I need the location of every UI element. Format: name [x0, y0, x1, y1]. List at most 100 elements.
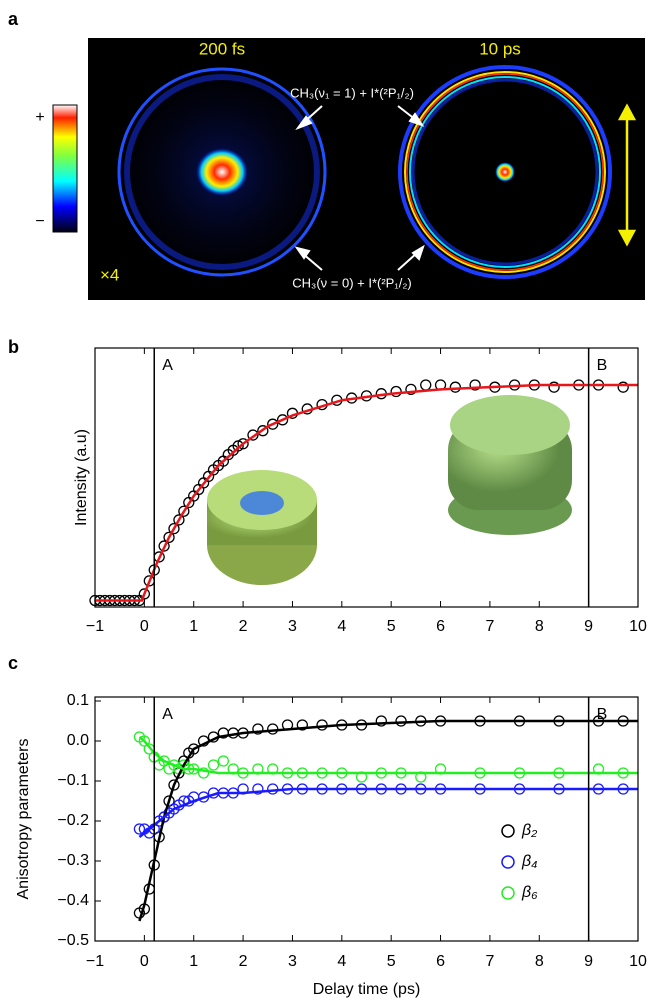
x-tick-label: 2	[239, 953, 248, 970]
data-point	[252, 783, 264, 795]
data-point	[390, 385, 402, 398]
data-point	[173, 514, 185, 526]
legend-label: β₄	[521, 853, 538, 870]
data-point	[168, 522, 180, 535]
x-tick-label: 6	[436, 953, 445, 970]
x-tick-label: −1	[86, 953, 104, 970]
x-tick-label: 10	[629, 953, 647, 970]
x-tick-label: 1	[189, 953, 198, 970]
data-point	[232, 440, 244, 452]
plot-frame	[94, 696, 639, 942]
x-tick-label: 3	[288, 953, 297, 970]
data-point	[296, 719, 308, 731]
marker-label: B	[597, 357, 608, 374]
y-tick-label: 0.1	[67, 692, 89, 709]
marker-label: A	[162, 357, 173, 374]
x-tick-label: 9	[584, 953, 593, 970]
data-point	[267, 723, 279, 735]
image-title: 200 fs	[199, 39, 245, 58]
y-tick-label: −0.1	[57, 772, 89, 789]
x-tick-label: 5	[387, 618, 396, 635]
x-tick-label: −1	[86, 618, 104, 635]
y-tick-label: −0.3	[57, 852, 89, 869]
ring	[124, 74, 320, 270]
ring	[411, 78, 599, 266]
y-axis-label: Anisotropy parameters	[15, 739, 32, 900]
x-tick-label: 4	[337, 953, 346, 970]
data-point	[158, 755, 170, 767]
legend-marker	[501, 855, 515, 869]
data-point	[163, 531, 175, 544]
data-point	[252, 723, 264, 735]
x-tick-label: 2	[239, 618, 248, 635]
x-tick-label: 5	[387, 953, 396, 970]
center-blob	[196, 148, 248, 196]
data-point	[395, 715, 407, 727]
marker-label: B	[597, 706, 608, 723]
data-point	[158, 540, 170, 552]
data-point	[617, 381, 629, 393]
x-tick-label: 6	[436, 618, 445, 635]
ring	[406, 73, 604, 271]
colorbar-label: +	[35, 109, 44, 126]
scale-note: ×4	[100, 265, 119, 284]
data-point	[267, 418, 279, 430]
data-point	[217, 755, 229, 767]
angular-distribution-shape	[207, 470, 317, 585]
data-point	[257, 425, 269, 437]
charts: b −1 0 1 2 3 4 5 6 7 8 9 10 Intensity (a.u) A Bc −1 0 1 2 3 4…	[8, 337, 647, 998]
data-point	[405, 383, 417, 396]
legend-marker	[501, 824, 515, 838]
data-point	[316, 719, 328, 731]
scale-arrow	[617, 103, 637, 247]
x-tick-label: 3	[288, 618, 297, 635]
data-point	[267, 783, 279, 795]
data-point	[197, 767, 210, 779]
data-point	[168, 779, 180, 791]
data-point	[138, 735, 151, 747]
x-tick-label: 1	[189, 618, 198, 635]
data-point	[469, 379, 481, 391]
x-axis-label: Delay time (ps)	[313, 981, 421, 998]
data-point	[420, 379, 432, 391]
ring	[404, 71, 606, 273]
data-point	[133, 823, 146, 835]
x-tick-label: 8	[535, 953, 544, 970]
y-tick-label: 0.0	[67, 732, 89, 749]
legend-marker	[501, 886, 515, 900]
data-point	[163, 795, 175, 807]
x-tick-label: 10	[629, 618, 647, 635]
legend-label: β₂	[521, 822, 537, 839]
fit-line	[138, 787, 638, 838]
marker-label: A	[162, 706, 173, 723]
annotation: CH₃(ν₁ = 1) + I*(²P₁/₂)	[290, 85, 414, 100]
panel-label: b	[8, 337, 19, 357]
fit-line	[138, 719, 638, 922]
x-tick-label: 8	[535, 618, 544, 635]
colorbar	[52, 104, 78, 233]
colorbar-label: −	[35, 213, 44, 230]
data-point	[178, 505, 190, 517]
ring	[398, 65, 612, 279]
panel-label: c	[8, 653, 18, 673]
plot-frame	[94, 347, 639, 608]
fit-line	[138, 736, 638, 775]
y-tick-label: −0.5	[57, 932, 89, 949]
legend-label: β₆	[521, 884, 538, 901]
x-tick-label: 9	[584, 618, 593, 635]
data-point	[188, 743, 200, 755]
data-point	[138, 588, 151, 600]
image-title: 10 ps	[479, 39, 521, 58]
data-point	[276, 414, 289, 426]
y-tick-label: −0.2	[57, 812, 89, 829]
data-point	[207, 759, 220, 771]
data-point	[548, 381, 560, 393]
x-tick-label: 0	[140, 618, 149, 635]
data-point	[375, 715, 387, 727]
data-point	[449, 381, 462, 393]
annotation: CH₃(ν = 0) + I*(²P₁/₂)	[292, 275, 411, 290]
plot-clip	[133, 715, 638, 922]
x-tick-label: 7	[485, 618, 494, 635]
y-tick-label: −0.4	[57, 892, 89, 909]
